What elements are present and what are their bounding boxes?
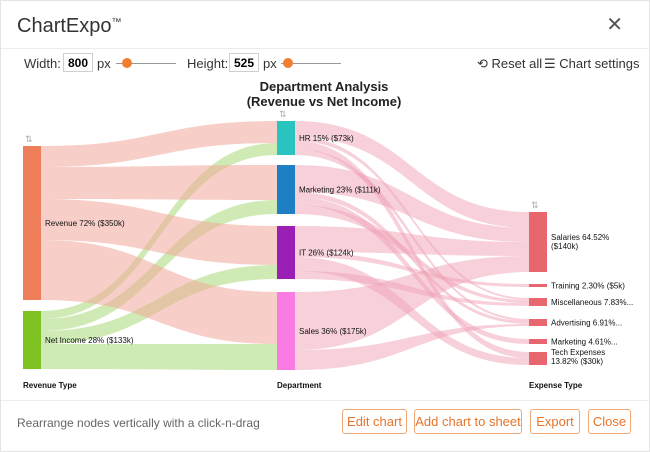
sankey-chart: Department Analysis (Revenue vs Net Inco… [23, 79, 633, 390]
width-unit: px [97, 56, 111, 71]
trademark-mark: ™ [111, 17, 122, 28]
node-label-advertising: Advertising 6.91%... [551, 319, 622, 328]
link-it-salaries[interactable] [295, 226, 529, 256]
link-marketing-salaries[interactable] [295, 165, 529, 242]
sliders-icon: ☰ [544, 56, 556, 71]
node-label-revenue: Revenue 72% ($350k) [45, 219, 125, 228]
link-revenue-it[interactable] [41, 199, 277, 265]
width-input[interactable] [63, 53, 93, 72]
width-label: Width: [24, 56, 61, 71]
node-sales[interactable] [277, 292, 295, 370]
node-label-training: Training 2.30% ($5k) [551, 282, 625, 291]
node-it[interactable] [277, 226, 295, 279]
width-slider[interactable] [116, 63, 176, 64]
node-salaries[interactable] [529, 212, 547, 272]
column-label-0: Revenue Type [23, 381, 77, 390]
node-marketing_exp[interactable] [529, 339, 547, 344]
link-netincome-marketing[interactable] [41, 200, 277, 331]
sort-arrows-icon[interactable]: ⇅ [279, 109, 287, 119]
drag-hint: Rearrange nodes vertically with a click-… [17, 416, 260, 430]
chart-settings-button[interactable]: ☰ Chart settings [544, 56, 639, 72]
node-tech[interactable] [529, 352, 547, 365]
link-sales-salaries[interactable] [295, 256, 529, 350]
reset-all-button[interactable]: ⟲ Reset all [477, 56, 542, 72]
node-label-misc: Miscellaneous 7.83%... [551, 298, 633, 307]
header-divider [1, 48, 649, 49]
add-chart-to-sheet-button[interactable]: Add chart to sheet [414, 409, 522, 434]
height-label: Height: [187, 56, 229, 71]
chart-title-line1: Department Analysis [260, 79, 389, 94]
sort-arrows-icon[interactable]: ⇅ [25, 134, 33, 144]
reset-label: Reset all [491, 56, 543, 71]
node-marketing[interactable] [277, 165, 295, 214]
height-unit: px [263, 56, 277, 71]
chart-area: Department Analysis (Revenue vs Net Inco… [1, 79, 650, 399]
size-toolbar: Width: px Height: px ⟲ Reset all ☰ Chart… [1, 53, 649, 75]
sort-arrows-icon[interactable]: ⇅ [531, 200, 539, 210]
chart-title-line2: (Revenue vs Net Income) [247, 94, 402, 109]
brand-title: ChartExpo™ [17, 15, 122, 38]
node-advertising[interactable] [529, 319, 547, 326]
node-label-netincome: Net Income 28% ($133k) [45, 336, 134, 345]
link-revenue-hr[interactable] [41, 121, 277, 167]
node-label-salaries: Salaries 64.52% ($140k) [551, 233, 609, 251]
node-label-sales: Sales 36% ($175k) [299, 327, 367, 336]
column-label-2: Expense Type [529, 381, 583, 390]
width-slider-thumb[interactable] [122, 58, 132, 68]
edit-chart-button[interactable]: Edit chart [342, 409, 407, 434]
link-hr-salaries[interactable] [295, 121, 529, 228]
node-training[interactable] [529, 284, 547, 287]
chart-settings-label: Chart settings [559, 56, 640, 71]
link-hr-misc[interactable] [295, 137, 529, 300]
height-input[interactable] [229, 53, 259, 72]
link-it-training[interactable] [295, 252, 529, 287]
link-revenue-sales[interactable] [41, 240, 277, 344]
node-label-marketing_exp: Marketing 4.61%... [551, 338, 618, 347]
column-label-1: Department [277, 381, 322, 390]
close-button[interactable]: Close [588, 409, 631, 434]
link-sales-advertising[interactable] [295, 324, 529, 370]
node-revenue[interactable] [23, 146, 41, 300]
node-misc[interactable] [529, 298, 547, 306]
height-slider[interactable] [281, 63, 341, 64]
footer-divider [1, 400, 649, 401]
link-revenue-marketing[interactable] [41, 165, 277, 200]
reset-icon: ⟲ [477, 56, 488, 71]
node-label-tech: Tech Expenses 13.82% ($30k) [551, 348, 605, 366]
node-hr[interactable] [277, 121, 295, 155]
link-netincome-sales[interactable] [41, 344, 277, 370]
height-slider-thumb[interactable] [283, 58, 293, 68]
node-label-marketing: Marketing 23% ($111k) [299, 186, 381, 195]
close-icon[interactable]: ✕ [606, 14, 623, 36]
export-button[interactable]: Export [530, 409, 580, 434]
node-netincome[interactable] [23, 311, 41, 369]
node-label-hr: HR 15% ($73k) [299, 134, 354, 143]
brand-name: ChartExpo [17, 15, 112, 37]
node-label-it: IT 26% ($124k) [299, 249, 354, 258]
